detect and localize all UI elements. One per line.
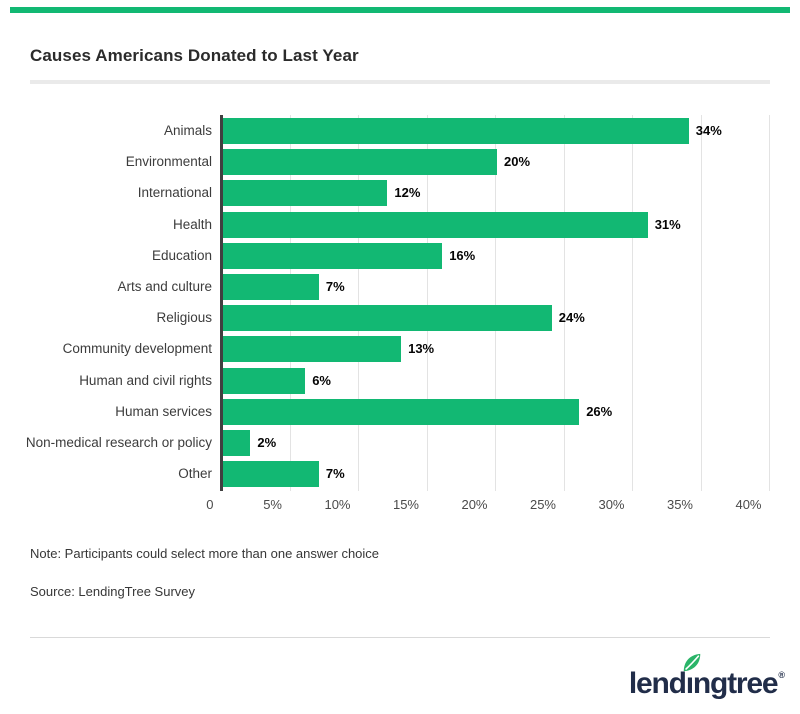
gridline-20 [495,115,496,491]
value-label: 13% [408,341,435,357]
x-tick-label: 35% [666,497,693,512]
chart-source: Source: LendingTree Survey [30,584,196,599]
lendingtree-logo: lend ıngtree® [628,653,785,701]
registered-mark: ® [778,670,785,680]
gridline-15 [426,115,428,491]
x-tick-label: 10% [324,497,351,512]
value-label: 7% [325,466,345,482]
gridline-25 [563,115,565,491]
x-tick-label: 20% [461,497,488,512]
value-label: 26% [586,403,613,419]
logo-text-ngtree: ngtree [692,667,779,700]
gridline-35 [700,115,702,491]
value-label: 12% [394,185,421,201]
category-label: Community development [62,341,212,357]
category-label: Human services [115,403,212,419]
value-label: 34% [695,123,722,138]
gridline-30 [632,115,633,491]
value-label: 24% [558,310,585,326]
chart-note: Note: Participants could select more tha… [30,546,380,561]
category-label: Non-medical research or policy [25,435,212,450]
x-tick-label: 15% [392,497,419,512]
footer-divider [30,637,770,638]
chart-bar [223,180,388,207]
category-label: Education [151,247,212,263]
category-label: Other [178,466,212,482]
chart-bar [223,461,319,488]
leaf-icon [683,653,700,672]
chart-bar [223,336,402,363]
chart-bar [223,398,580,425]
gridline-40 [769,115,770,491]
logo-text-lend: lend [628,667,687,700]
category-label: Health [172,216,212,232]
x-tick-label: 25% [529,497,556,512]
y-axis-line [220,115,223,491]
value-label: 31% [654,216,681,232]
category-label: Animals [163,123,212,138]
value-label: 2% [257,435,277,450]
chart-bar [223,118,689,144]
x-tick-label: 0 [206,497,214,512]
chart-bar [223,274,319,300]
chart-title: Causes Americans Donated to Last Year [30,46,359,65]
value-label: 20% [504,154,531,170]
bar-chart: Animals 34% Environmental 20% International 1… [25,115,770,512]
chart-bar [223,211,648,238]
category-label: Environmental [125,154,212,170]
value-label: 7% [325,279,345,294]
title-divider [30,80,770,84]
category-label: Arts and culture [117,279,212,294]
x-tick-label: 40% [735,497,762,512]
category-label: Religious [156,310,212,326]
chart-bar [223,305,552,332]
chart-bar [223,149,497,176]
chart-bar [223,242,443,269]
gridline-10 [358,115,359,491]
value-label: 16% [449,247,476,263]
chart-bar [223,367,306,394]
chart-bar [223,430,251,456]
brand-top-strip [10,7,790,13]
logo-letter-i: ı [683,653,700,701]
x-tick-label: 30% [598,497,625,512]
value-label: 6% [312,372,331,388]
category-label: International [137,185,212,201]
x-tick-label: 5% [263,497,282,512]
gridline-5 [289,115,291,491]
category-label: Human and civil rights [79,372,212,388]
